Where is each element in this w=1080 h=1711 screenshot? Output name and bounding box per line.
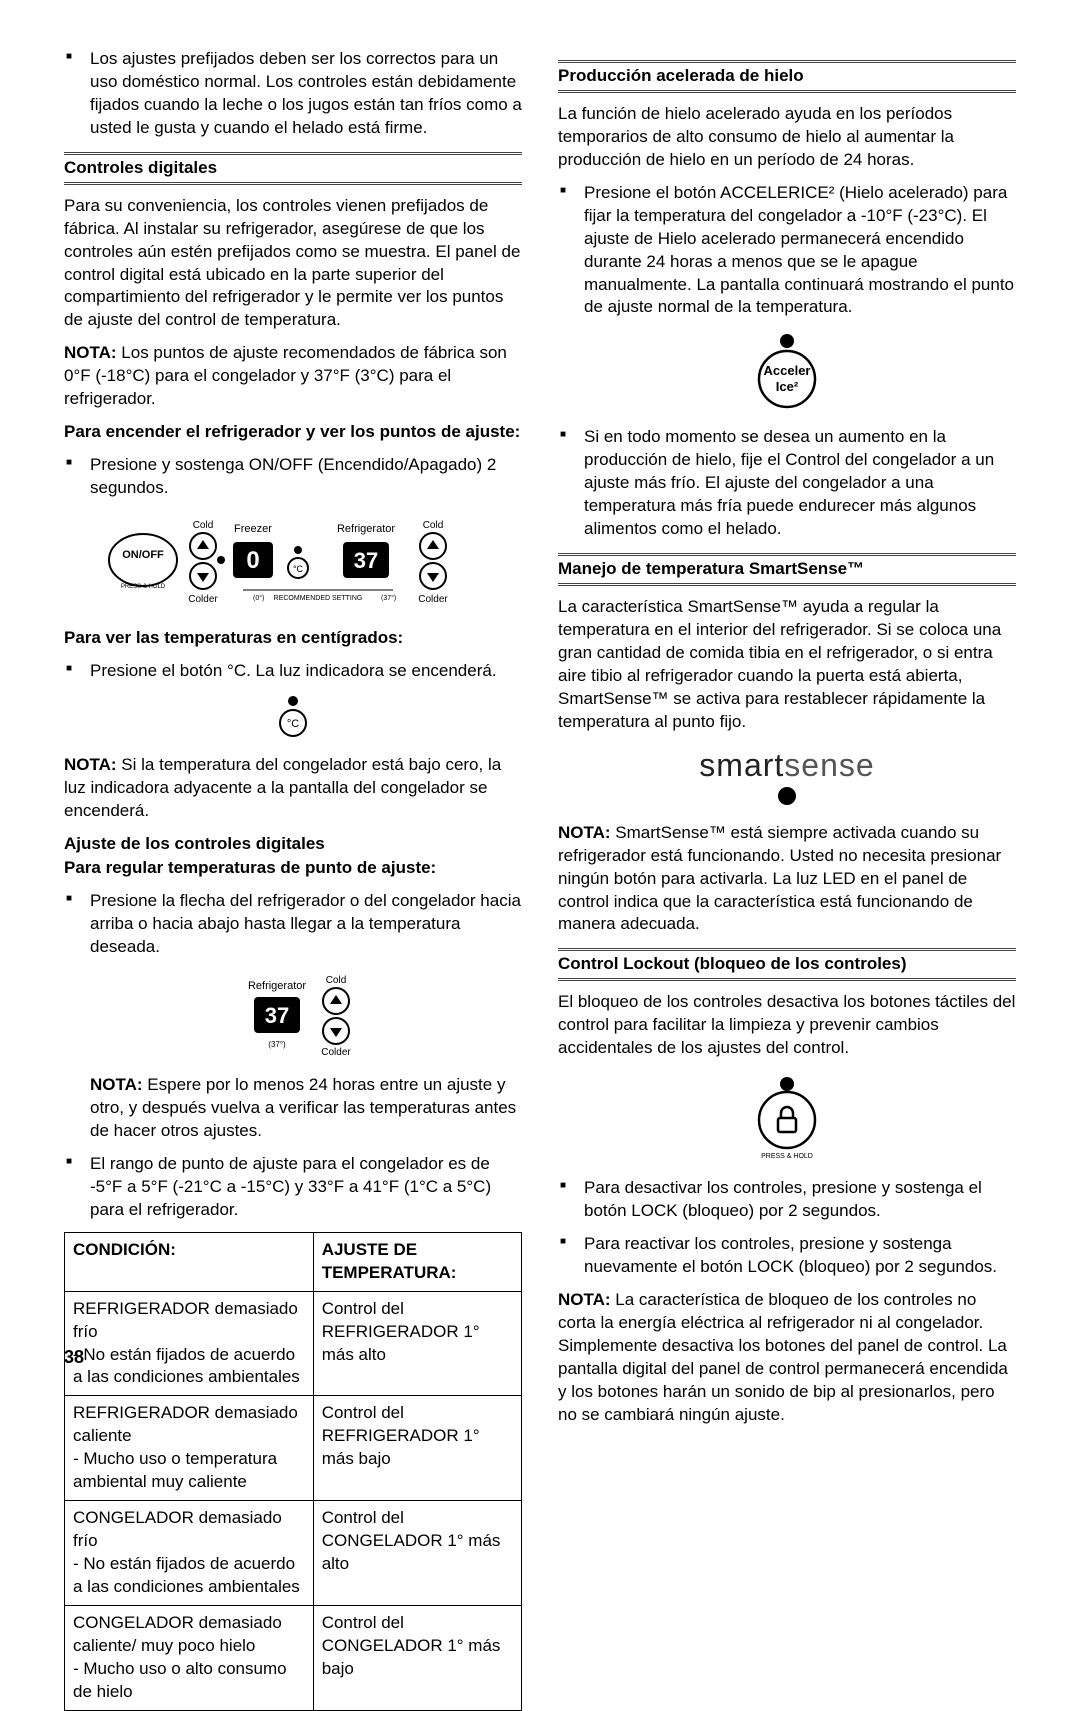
svg-text:°C: °C — [287, 718, 299, 730]
sec1-bullet2: Presione el botón °C. La luz indicadora … — [64, 660, 522, 683]
r-sec3-bullet2: Para reactivar los controles, presione y… — [558, 1233, 1016, 1279]
svg-text:Ice²: Ice² — [776, 379, 799, 394]
page-number: 38 — [64, 1345, 84, 1369]
smartsense-led-icon — [558, 787, 1016, 812]
svg-text:Refrigerator: Refrigerator — [248, 980, 306, 992]
svg-text:PRESS & HOLD: PRESS & HOLD — [761, 1153, 813, 1160]
table-row: REFRIGERADOR demasiado caliente- Mucho u… — [65, 1396, 522, 1501]
sec2-title: Ajuste de los controles digitales — [64, 833, 522, 856]
table-cell: Control del REFRIGERADOR 1° más alto — [313, 1291, 521, 1396]
sec2-sub1: Para regular temperaturas de punto de aj… — [64, 857, 522, 880]
svg-text:(0°): (0°) — [253, 594, 264, 602]
table-head-adj: AJUSTE DE TEMPERATURA: — [313, 1232, 521, 1291]
r-sec3-nota: NOTA: La característica de bloqueo de lo… — [558, 1289, 1016, 1427]
table-cell: Control del CONGELADOR 1° más bajo — [313, 1605, 521, 1710]
control-panel-diagram: ON/OFF PRESS & HOLD 0 Freezer 37 Refrige… — [64, 510, 522, 617]
celsius-button-diagram: °C — [64, 693, 522, 744]
table-row: CONGELADOR demasiado caliente/ muy poco … — [65, 1605, 522, 1710]
svg-text:37: 37 — [354, 548, 378, 573]
svg-text:Colder: Colder — [188, 594, 218, 605]
section-smartsense: Manejo de temperatura SmartSense™ — [558, 553, 1016, 586]
sec1-p1: Para su conveniencia, los controles vien… — [64, 195, 522, 333]
table-cell: Control del REFRIGERADOR 1° más bajo — [313, 1396, 521, 1501]
svg-text:Refrigerator: Refrigerator — [337, 523, 395, 535]
r-sec1-p1: La función de hielo acelerado ayuda en l… — [558, 103, 1016, 172]
lock-button-diagram: PRESS & HOLD — [558, 1070, 1016, 1167]
svg-text:Freezer: Freezer — [234, 523, 272, 535]
table-row: CONGELADOR demasiado frío- No están fija… — [65, 1501, 522, 1606]
condition-table: CONDICIÓN: AJUSTE DE TEMPERATURA: REFRIG… — [64, 1232, 522, 1711]
right-column: Producción acelerada de hielo La función… — [558, 48, 1016, 1711]
svg-text:°C: °C — [293, 564, 304, 574]
sec1-sub1: Para encender el refrigerador y ver los … — [64, 421, 522, 444]
svg-text:ON/OFF: ON/OFF — [122, 549, 164, 561]
accelerice-button-diagram: Acceler Ice² — [558, 329, 1016, 416]
section-control-lockout: Control Lockout (bloqueo de los controle… — [558, 948, 1016, 981]
smartsense-logo: smartsense — [558, 744, 1016, 787]
table-cell: Control del CONGELADOR 1° más alto — [313, 1501, 521, 1606]
r-sec2-nota: NOTA: SmartSense™ está siempre activada … — [558, 822, 1016, 937]
sec1-sub2: Para ver las temperaturas en centígrados… — [64, 627, 522, 650]
table-cell: REFRIGERADOR demasiado caliente- Mucho u… — [65, 1396, 314, 1501]
svg-text:0: 0 — [246, 547, 259, 574]
r-sec1-bullet1: Presione el botón ACCELERICE² (Hielo ace… — [558, 182, 1016, 320]
svg-text:37: 37 — [265, 1003, 289, 1028]
r-sec3-p1: El bloqueo de los controles desactiva lo… — [558, 991, 1016, 1060]
table-head-cond: CONDICIÓN: — [65, 1232, 314, 1291]
left-column: Los ajustes prefijados deben ser los cor… — [64, 48, 522, 1711]
sec1-nota: NOTA: Los puntos de ajuste recomendados … — [64, 342, 522, 411]
svg-text:Colder: Colder — [321, 1047, 351, 1057]
section-produccion-hielo: Producción acelerada de hielo — [558, 60, 1016, 93]
svg-text:Cold: Cold — [326, 975, 347, 986]
section-controles-digitales: Controles digitales — [64, 152, 522, 185]
svg-text:Cold: Cold — [423, 520, 444, 531]
sec1-nota2: NOTA: Si la temperatura del congelador e… — [64, 754, 522, 823]
sec2-nota: NOTA: Espere por lo menos 24 horas entre… — [90, 1074, 522, 1143]
svg-text:(37°): (37°) — [381, 594, 396, 602]
table-cell: CONGELADOR demasiado frío- No están fija… — [65, 1501, 314, 1606]
svg-text:(37°): (37°) — [268, 1040, 286, 1049]
r-sec2-p1: La característica SmartSense™ ayuda a re… — [558, 596, 1016, 734]
table-cell: CONGELADOR demasiado caliente/ muy poco … — [65, 1605, 314, 1710]
sec2-bullet2: El rango de punto de ajuste para el cong… — [64, 1153, 522, 1222]
sec2-bullet1: Presione la flecha del refrigerador o de… — [64, 890, 522, 1143]
sec1-bullet1: Presione y sostenga ON/OFF (Encendido/Ap… — [64, 454, 522, 500]
r-sec3-bullet1: Para desactivar los controles, presione … — [558, 1177, 1016, 1223]
svg-text:Colder: Colder — [418, 594, 448, 605]
svg-text:RECOMMENDED SETTING: RECOMMENDED SETTING — [274, 595, 363, 602]
r-sec1-bullet2: Si en todo momento se desea un aumento e… — [558, 426, 1016, 541]
svg-text:Acceler: Acceler — [764, 363, 811, 378]
svg-text:PRESS & HOLD: PRESS & HOLD — [121, 584, 166, 590]
table-row: REFRIGERADOR demasiado frío- No están fi… — [65, 1291, 522, 1396]
svg-text:Cold: Cold — [193, 520, 214, 531]
refrigerator-adjust-diagram: 37 Refrigerator (37°) Cold Colder — [90, 967, 522, 1064]
intro-bullet: Los ajustes prefijados deben ser los cor… — [64, 48, 522, 140]
table-cell: REFRIGERADOR demasiado frío- No están fi… — [65, 1291, 314, 1396]
